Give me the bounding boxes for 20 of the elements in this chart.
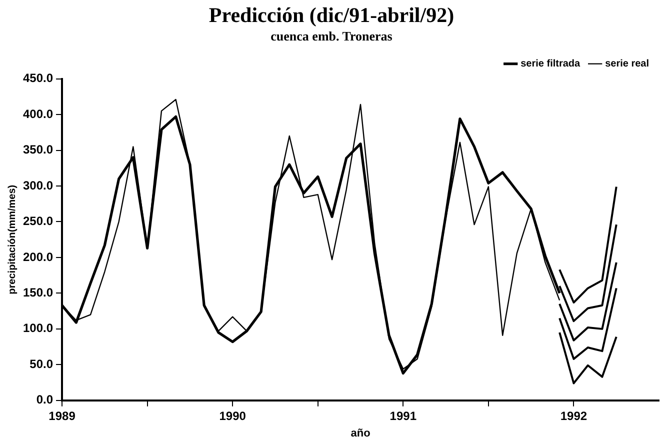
chart-subtitle: cuenca emb. Troneras xyxy=(270,28,392,44)
y-tick-label: 100.0 xyxy=(23,321,54,336)
y-tick-label: 200.0 xyxy=(23,250,54,264)
y-tick-label: 300.0 xyxy=(23,178,54,192)
legend-label: serie real xyxy=(605,58,650,70)
x-axis-title: año xyxy=(350,427,371,440)
y-tick-label: 50.0 xyxy=(30,356,54,371)
x-tick-label: 1991 xyxy=(390,408,417,423)
x-tick-label: 1990 xyxy=(219,408,246,423)
legend-label: serie filtrada xyxy=(520,58,581,70)
y-axis-title: precipitación(mm/mes) xyxy=(6,184,18,294)
y-tick-label: 150.0 xyxy=(23,286,54,300)
y-tick-label: 0.0 xyxy=(36,392,54,407)
y-tick-label: 400.0 xyxy=(23,106,54,121)
y-tick-label: 250.0 xyxy=(23,214,54,228)
x-tick-label: 1989 xyxy=(48,408,76,423)
y-tick-label: 350.0 xyxy=(23,142,54,157)
x-tick-label: 1992 xyxy=(560,408,588,423)
chart-title: Predicción (dic/91-abril/92) xyxy=(208,3,454,28)
y-tick-label: 450.0 xyxy=(23,71,54,86)
